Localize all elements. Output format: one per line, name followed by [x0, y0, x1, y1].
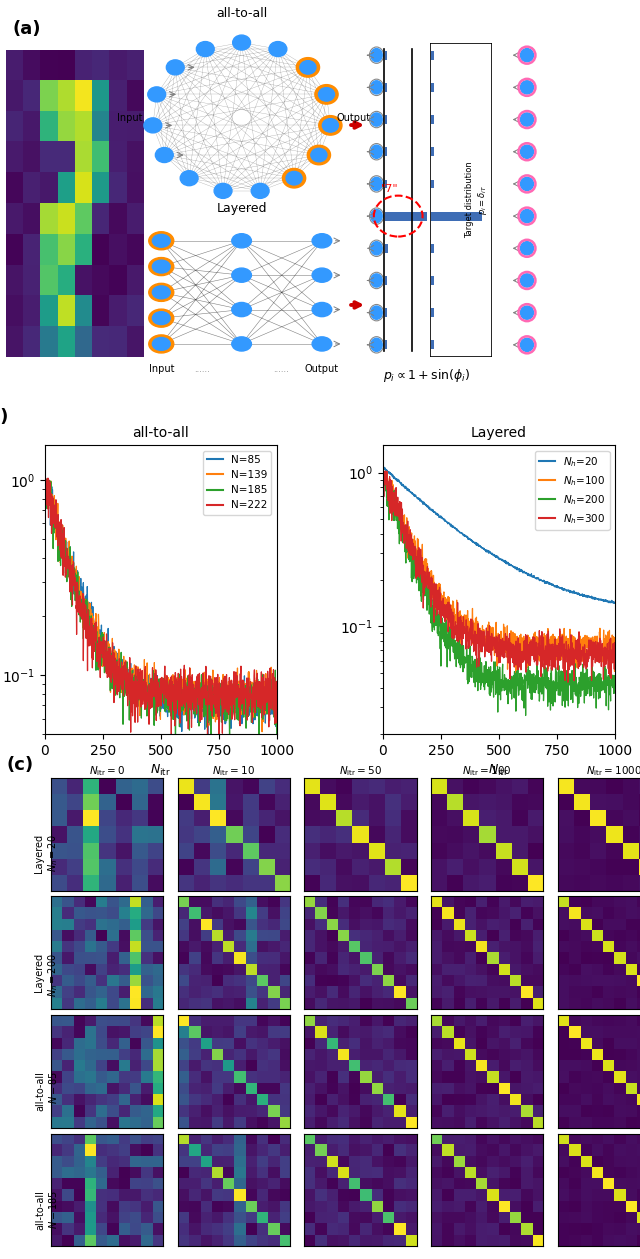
Y-axis label: Layered
$N_h = 200$: Layered $N_h = 200$ — [34, 953, 60, 997]
Text: (c): (c) — [6, 757, 33, 774]
Title: $N_{\mathrm{itr}} = 50$: $N_{\mathrm{itr}} = 50$ — [339, 764, 382, 778]
Legend: $N_h$=20, $N_h$=100, $N_h$=200, $N_h$=300: $N_h$=20, $N_h$=100, $N_h$=200, $N_h$=30… — [535, 451, 609, 530]
Y-axis label: Layered
$N_h = 20$: Layered $N_h = 20$ — [34, 835, 60, 874]
Text: (a): (a) — [13, 20, 41, 38]
Title: all-to-all: all-to-all — [132, 426, 189, 441]
Title: $N_{\mathrm{itr}} = 0$: $N_{\mathrm{itr}} = 0$ — [89, 764, 125, 778]
Text: (b): (b) — [0, 408, 9, 427]
Title: Layered: Layered — [471, 426, 527, 441]
X-axis label: $N_{\mathrm{itr}}$: $N_{\mathrm{itr}}$ — [150, 763, 171, 778]
Legend: N=85, N=139, N=185, N=222: N=85, N=139, N=185, N=222 — [203, 451, 271, 515]
Title: $N_{\mathrm{itr}} = 100$: $N_{\mathrm{itr}} = 100$ — [462, 764, 512, 778]
Title: $N_{\mathrm{itr}} = 1000$: $N_{\mathrm{itr}} = 1000$ — [586, 764, 640, 778]
Title: $N_{\mathrm{itr}} = 10$: $N_{\mathrm{itr}} = 10$ — [212, 764, 255, 778]
Y-axis label: all-to-all
$N = 185$: all-to-all $N = 185$ — [35, 1190, 59, 1230]
Y-axis label: all-to-all
$N = 85$: all-to-all $N = 85$ — [35, 1071, 59, 1112]
Text: $p_i \propto 1 + \sin(\phi_i)$: $p_i \propto 1 + \sin(\phi_i)$ — [383, 366, 470, 384]
X-axis label: $N_{\mathrm{itr}}$: $N_{\mathrm{itr}}$ — [488, 763, 509, 778]
